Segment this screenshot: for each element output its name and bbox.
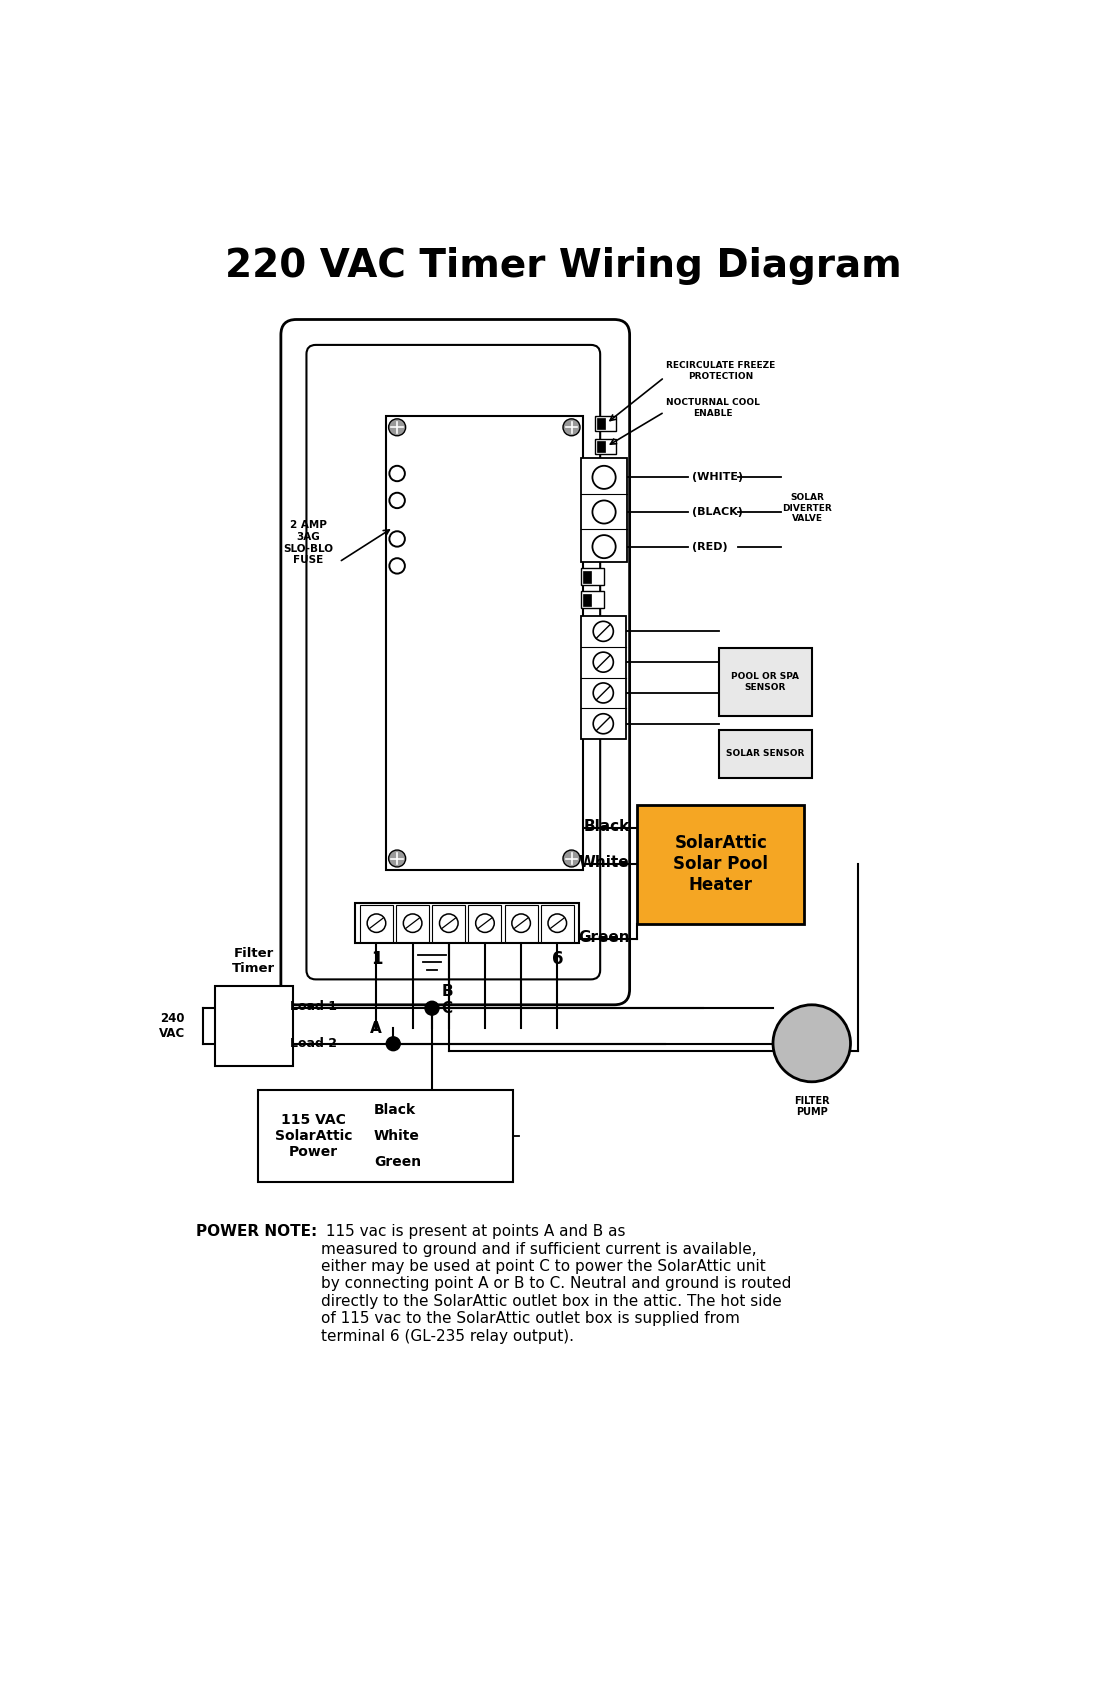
Bar: [581, 457, 627, 563]
Circle shape: [593, 714, 614, 734]
Circle shape: [593, 683, 614, 704]
Bar: [718, 648, 812, 716]
Bar: [432, 904, 465, 942]
FancyBboxPatch shape: [307, 345, 601, 979]
Bar: [597, 442, 605, 452]
Bar: [396, 904, 429, 942]
Text: POWER NOTE:: POWER NOTE:: [196, 1224, 317, 1239]
Text: SolarAttic
Solar Pool
Heater: SolarAttic Solar Pool Heater: [673, 835, 768, 894]
Text: 6: 6: [551, 950, 563, 967]
Text: A: A: [370, 1022, 382, 1035]
Circle shape: [563, 418, 580, 435]
Bar: [505, 904, 538, 942]
Bar: [637, 804, 804, 925]
Circle shape: [404, 915, 422, 932]
Text: 1: 1: [371, 950, 382, 967]
Bar: [581, 592, 604, 609]
Bar: [360, 904, 393, 942]
Text: C: C: [441, 1001, 452, 1017]
Circle shape: [388, 418, 406, 435]
Text: FILTER
PUMP: FILTER PUMP: [794, 1096, 829, 1117]
Circle shape: [388, 850, 406, 867]
Circle shape: [593, 620, 614, 641]
Bar: [597, 418, 605, 428]
Text: B: B: [441, 984, 453, 1000]
Bar: [581, 615, 626, 740]
Text: 240
VAC: 240 VAC: [160, 1012, 186, 1040]
Circle shape: [593, 653, 614, 672]
Bar: [541, 904, 574, 942]
Text: SOLAR
DIVERTER
VALVE: SOLAR DIVERTER VALVE: [782, 493, 832, 524]
Bar: [257, 1090, 514, 1182]
Bar: [354, 903, 580, 944]
Text: Load 2: Load 2: [290, 1037, 338, 1051]
Text: White: White: [374, 1129, 420, 1142]
Text: Black: Black: [374, 1103, 416, 1117]
Bar: [469, 904, 502, 942]
Text: Load 1: Load 1: [290, 1000, 338, 1013]
Text: Black: Black: [583, 819, 629, 835]
Bar: [595, 416, 616, 432]
Circle shape: [386, 1037, 400, 1051]
Bar: [583, 593, 591, 605]
Text: Green: Green: [374, 1154, 421, 1168]
Text: (RED): (RED): [692, 542, 727, 552]
Circle shape: [425, 1001, 439, 1015]
Text: Filter
Timer: Filter Timer: [232, 947, 275, 974]
Text: 115 VAC
SolarAttic
Power: 115 VAC SolarAttic Power: [275, 1112, 352, 1159]
Circle shape: [593, 500, 616, 524]
Circle shape: [593, 536, 616, 558]
Text: SOLAR SENSOR: SOLAR SENSOR: [726, 750, 804, 758]
Text: 220 VAC Timer Wiring Diagram: 220 VAC Timer Wiring Diagram: [226, 246, 902, 284]
Bar: [595, 439, 616, 454]
Bar: [581, 568, 604, 585]
Text: 115 vac is present at points A and B as
measured to ground and if sufficient cur: 115 vac is present at points A and B as …: [321, 1224, 792, 1343]
Circle shape: [593, 466, 616, 490]
Circle shape: [773, 1005, 850, 1081]
Text: Green: Green: [578, 930, 629, 945]
Bar: [385, 416, 583, 870]
Text: POOL OR SPA
SENSOR: POOL OR SPA SENSOR: [732, 673, 800, 692]
Circle shape: [440, 915, 458, 932]
Circle shape: [475, 915, 494, 932]
Text: 2 AMP
3AG
SLO-BLO
FUSE: 2 AMP 3AG SLO-BLO FUSE: [283, 520, 333, 564]
Circle shape: [512, 915, 530, 932]
Bar: [214, 986, 293, 1066]
Text: (BLACK): (BLACK): [692, 507, 742, 517]
Bar: [718, 729, 812, 777]
Text: NOCTURNAL COOL
ENABLE: NOCTURNAL COOL ENABLE: [667, 398, 760, 418]
Text: (WHITE): (WHITE): [692, 473, 742, 483]
FancyBboxPatch shape: [280, 320, 629, 1005]
Circle shape: [548, 915, 566, 932]
Circle shape: [563, 850, 580, 867]
Circle shape: [367, 915, 386, 932]
Text: RECIRCULATE FREEZE
PROTECTION: RECIRCULATE FREEZE PROTECTION: [667, 362, 776, 381]
Text: White: White: [579, 855, 629, 870]
Bar: [583, 571, 591, 583]
